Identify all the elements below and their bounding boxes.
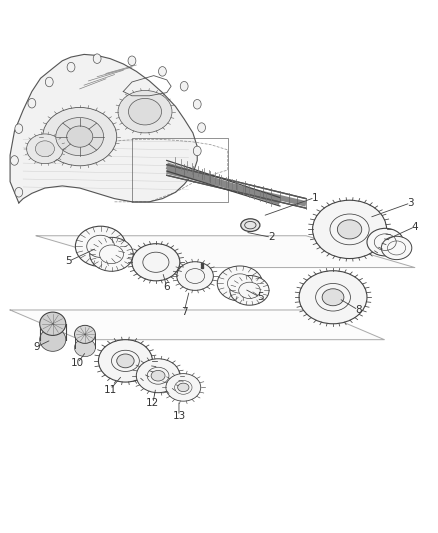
Ellipse shape (185, 269, 205, 284)
Polygon shape (10, 54, 197, 203)
Circle shape (15, 188, 23, 197)
Ellipse shape (227, 274, 252, 293)
Text: 9: 9 (33, 342, 39, 352)
Ellipse shape (143, 252, 169, 272)
Text: 12: 12 (146, 398, 159, 408)
Circle shape (159, 67, 166, 76)
Circle shape (193, 146, 201, 156)
Polygon shape (36, 236, 415, 268)
Ellipse shape (35, 141, 54, 157)
Polygon shape (10, 310, 385, 340)
Text: 4: 4 (412, 222, 418, 232)
Ellipse shape (217, 266, 262, 301)
Ellipse shape (239, 282, 260, 298)
Circle shape (180, 82, 188, 91)
Text: 7: 7 (181, 306, 187, 317)
Ellipse shape (90, 237, 133, 271)
Ellipse shape (381, 236, 412, 260)
Ellipse shape (74, 325, 95, 343)
Ellipse shape (74, 338, 95, 357)
Ellipse shape (99, 340, 152, 382)
Text: 1: 1 (311, 192, 318, 203)
Ellipse shape (43, 108, 117, 166)
Circle shape (185, 167, 192, 177)
Text: 6: 6 (163, 281, 170, 292)
Ellipse shape (241, 219, 260, 231)
Circle shape (15, 124, 23, 133)
Ellipse shape (27, 134, 63, 164)
Ellipse shape (147, 367, 169, 384)
Circle shape (28, 99, 36, 108)
Ellipse shape (128, 99, 162, 125)
Ellipse shape (40, 328, 66, 351)
Text: 10: 10 (71, 358, 84, 368)
Text: 8: 8 (355, 305, 362, 315)
Ellipse shape (178, 383, 189, 392)
Ellipse shape (118, 91, 172, 133)
Circle shape (67, 62, 75, 72)
Text: 2: 2 (268, 232, 275, 243)
Ellipse shape (117, 354, 134, 368)
Circle shape (46, 77, 53, 87)
Ellipse shape (177, 262, 213, 290)
Ellipse shape (151, 370, 165, 381)
Ellipse shape (175, 381, 192, 394)
Ellipse shape (322, 289, 344, 306)
Text: 5: 5 (66, 256, 72, 266)
Text: 13: 13 (172, 411, 186, 421)
Ellipse shape (56, 117, 104, 156)
Ellipse shape (75, 226, 126, 266)
Text: 11: 11 (103, 384, 117, 394)
Text: 3: 3 (407, 198, 414, 208)
Ellipse shape (67, 126, 93, 147)
Text: 5: 5 (257, 292, 264, 302)
Ellipse shape (316, 284, 350, 311)
Circle shape (193, 100, 201, 109)
Ellipse shape (330, 214, 369, 245)
Circle shape (128, 56, 136, 66)
Ellipse shape (367, 228, 403, 256)
Circle shape (198, 123, 205, 132)
Ellipse shape (313, 200, 387, 259)
Circle shape (93, 54, 101, 63)
Ellipse shape (136, 359, 180, 393)
Ellipse shape (132, 244, 180, 281)
Ellipse shape (230, 276, 269, 305)
Ellipse shape (99, 245, 124, 264)
Ellipse shape (166, 374, 201, 401)
Ellipse shape (112, 350, 139, 372)
Ellipse shape (87, 235, 114, 257)
Ellipse shape (40, 312, 66, 335)
Ellipse shape (299, 271, 367, 324)
Ellipse shape (337, 220, 362, 239)
Circle shape (11, 156, 18, 165)
